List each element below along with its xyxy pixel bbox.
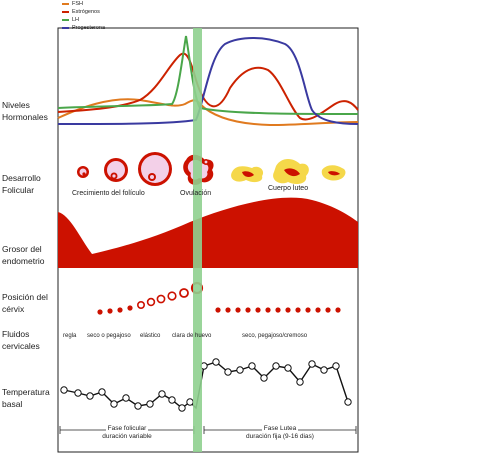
- follicle-growth-label: Crecimiento del folículo: [72, 190, 145, 197]
- follicular-phase-duration: duración variable: [102, 433, 152, 440]
- legend-item-lh: LH: [62, 16, 182, 24]
- ovulation-label: Ovulación: [180, 190, 212, 197]
- luteal-phase-name: Fase Lutea: [261, 425, 299, 433]
- legend-item-fsh: FSH: [62, 0, 182, 8]
- fluid-label-dry: seco o pegajoso: [87, 333, 131, 339]
- hormone-legend: FSH Estrógenos LH Progesterona: [62, 0, 182, 32]
- lh-swatch: [62, 19, 69, 21]
- follicular-phase-label: Fase folicular duración variable: [60, 425, 194, 441]
- row-label-cervix: Posición del cérvix: [2, 292, 48, 314]
- fluid-label-clear: clara de huevo: [172, 333, 212, 339]
- basal-temperature: [60, 358, 352, 412]
- progesterone-curve: [57, 37, 359, 125]
- hormone-curves: [57, 35, 359, 127]
- fluid-label-luteal: seco, pegajoso/cremoso: [242, 333, 308, 339]
- row-label-fluids: Fluidos cervicales: [2, 329, 40, 351]
- corpus-luteum-label: Cuerpo luteo: [268, 185, 309, 192]
- corpus-luteum: [231, 159, 346, 184]
- lh-curve: [57, 35, 359, 115]
- legend-label: FSH: [72, 1, 83, 7]
- progesterone-swatch: [62, 27, 69, 29]
- fluid-label-period: regla: [63, 333, 77, 339]
- follicular-phase-name: Fase folicular: [105, 425, 149, 433]
- legend-label: Progesterona: [72, 25, 106, 31]
- row-label-temperature: Temperatura basal: [2, 387, 50, 409]
- luteal-phase-duration: duración fija (9-16 dias): [246, 433, 314, 440]
- follicle-growth: [77, 152, 172, 186]
- cervix-position: [97, 281, 341, 315]
- legend-item-estrogen: Estrógenos: [62, 8, 182, 16]
- fluid-label-elastic: elástico: [140, 333, 161, 339]
- fsh-swatch: [62, 3, 69, 5]
- ovulation-band: [193, 28, 202, 452]
- luteal-phase-label: Fase Lutea duración fija (9-16 dias): [204, 425, 356, 441]
- row-label-hormones: Niveles Hormonales: [2, 100, 48, 122]
- legend-item-progesterone: Progesterona: [62, 24, 182, 32]
- legend-label: Estrógenos: [72, 9, 100, 15]
- legend-label: LH: [72, 17, 80, 23]
- row-label-endometrium: Grosor del endometrio: [2, 244, 45, 266]
- row-label-follicle: Desarrollo Folicular: [2, 173, 41, 195]
- endometrium-thickness: [58, 197, 358, 268]
- estrogen-swatch: [62, 11, 69, 13]
- estrogen-curve: [57, 52, 359, 121]
